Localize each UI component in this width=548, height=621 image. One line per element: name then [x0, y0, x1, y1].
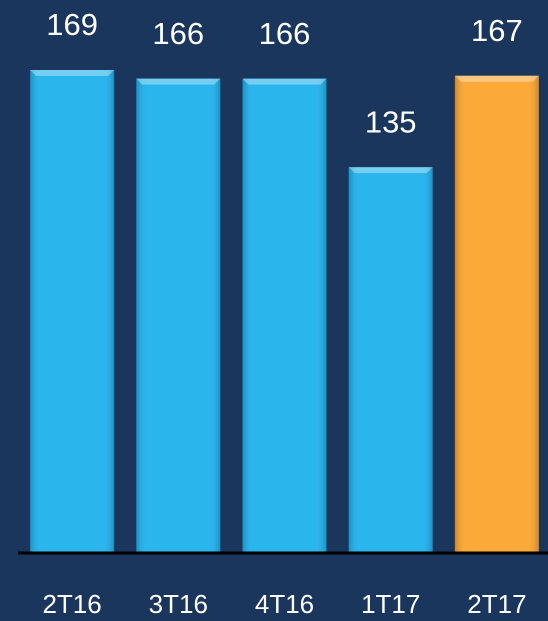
bar-shade: [136, 78, 221, 553]
x-tick-label: 2T17: [467, 589, 526, 619]
bar-shade: [30, 70, 115, 553]
x-tick-label: 3T16: [149, 589, 208, 619]
bar-bevel: [348, 167, 433, 174]
x-tick-label: 1T17: [361, 589, 420, 619]
bar-bevel: [136, 78, 221, 85]
bar-shade: [348, 167, 433, 553]
bar-bevel: [30, 70, 115, 77]
x-tick-label: 4T16: [255, 589, 314, 619]
value-label: 135: [365, 104, 417, 139]
value-label: 166: [259, 16, 311, 51]
value-label: 166: [152, 16, 204, 51]
bar-shade: [454, 75, 539, 554]
x-tick-label: 2T16: [42, 589, 101, 619]
value-label: 167: [471, 13, 523, 48]
value-label: 169: [46, 7, 98, 42]
bar-bevel: [242, 78, 327, 85]
bar-shade: [242, 78, 327, 553]
bar-bevel: [454, 75, 539, 82]
